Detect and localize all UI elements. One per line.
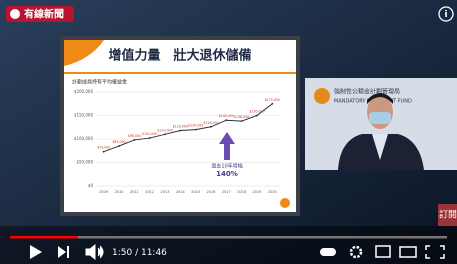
channel-logo-icon [10, 9, 20, 19]
x-tick-label: 2017 [222, 190, 231, 194]
time-display: 1:50 / 11:46 [112, 248, 167, 258]
annotation-value: 140% [216, 170, 238, 178]
y-tick-label: $0 [88, 183, 94, 188]
x-tick-label: 2009 [99, 190, 108, 194]
y-tick-label: $150,000 [74, 113, 94, 118]
data-point [118, 145, 120, 147]
x-tick-label: 2014 [176, 190, 186, 194]
data-point [271, 103, 273, 105]
data-label: $102,000 [142, 132, 157, 136]
data-label: $150,000 [249, 110, 264, 114]
data-point [149, 137, 151, 139]
data-point [164, 133, 166, 135]
y-tick-label: $100,000 [74, 136, 94, 141]
slide-logo [280, 198, 290, 208]
slide-title: 增值力量 壯大退休儲備 [108, 48, 251, 64]
data-label: $85,000 [112, 140, 125, 144]
presenter-mask [369, 112, 391, 124]
data-label: $73,000 [97, 146, 110, 150]
data-label: $120,000 [188, 124, 203, 128]
slide-rule [64, 72, 296, 74]
y-tick-label: $200,000 [74, 89, 94, 94]
data-label: $118,000 [173, 125, 188, 129]
video-player: 強制性公積金計劃管理局 MANDATORY PROVIDENT FUND 增值力… [0, 0, 457, 264]
data-label: $126,000 [203, 121, 218, 125]
y-tick-label: $50,000 [76, 160, 93, 165]
subscribe-label: 訂閱 [439, 209, 457, 221]
x-tick-label: 2013 [161, 190, 170, 194]
chart-title: 計劃成員持有平均權益金 [72, 79, 127, 86]
x-tick-label: 2016 [207, 190, 216, 194]
data-label: $98,000 [128, 134, 141, 138]
annotation: 過去10年增幅 [211, 163, 242, 170]
backdrop-logo [314, 88, 330, 104]
data-label: $140,000 [219, 114, 234, 118]
data-point [103, 151, 105, 153]
data-label: $110,000 [157, 128, 172, 132]
data-point [179, 130, 181, 132]
autoplay-toggle[interactable] [320, 248, 336, 256]
x-tick-label: 2015 [191, 190, 200, 194]
data-label: $138,000 [234, 115, 249, 119]
data-point [133, 139, 135, 141]
x-tick-label: 2018 [237, 190, 246, 194]
x-tick-label: 2012 [145, 190, 154, 194]
channel-logo: 有線新聞 [24, 8, 64, 21]
data-point [241, 120, 243, 122]
data-label: $175,000 [265, 98, 280, 102]
x-tick-label: 2020 [268, 190, 277, 194]
data-point [256, 115, 258, 117]
data-point [195, 129, 197, 131]
controls-bg [0, 226, 457, 264]
data-point [210, 126, 212, 128]
backdrop-name-zh: 強制性公積金計劃管理局 [334, 88, 400, 96]
info-icon: i [444, 10, 447, 20]
x-tick-label: 2011 [130, 190, 139, 194]
x-tick-label: 2010 [115, 190, 124, 194]
progress-played [10, 236, 78, 239]
data-point [225, 119, 227, 121]
x-tick-label: 2019 [253, 190, 262, 194]
